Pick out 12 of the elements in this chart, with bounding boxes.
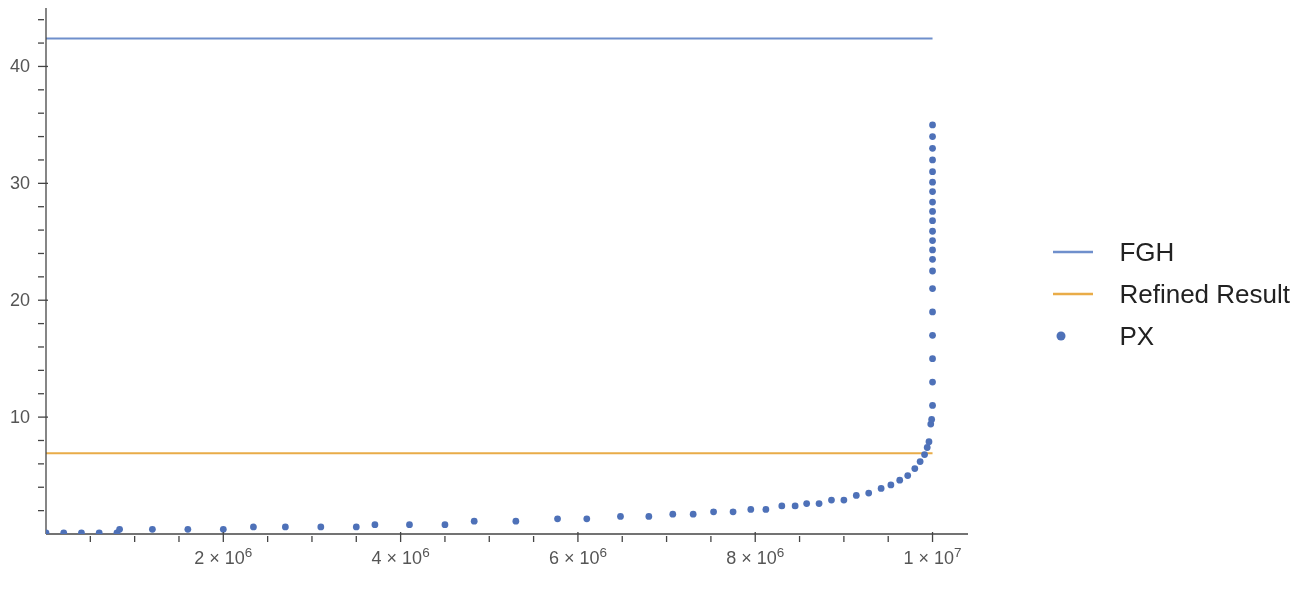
legend-label: Refined Result (1119, 278, 1290, 311)
y-tick-label: 20 (9, 290, 30, 311)
x-tick-label: 1 × 10$^{7}$ (903, 544, 962, 568)
x-tick-label: 2 × 10$^{6}$ (194, 544, 253, 568)
y-tick-label: 10 (9, 407, 30, 428)
x-tick-label: 8 × 10$^{6}$ (726, 544, 785, 568)
legend-label: FGH (1119, 236, 1175, 269)
legend-label: PX (1119, 320, 1155, 353)
x-tick-label: 6 × 10$^{6}$ (548, 544, 607, 568)
y-tick-label: 40 (9, 56, 30, 77)
y-tick-label: 30 (9, 173, 30, 194)
x-tick-label: 4 × 10$^{6}$ (371, 544, 430, 568)
